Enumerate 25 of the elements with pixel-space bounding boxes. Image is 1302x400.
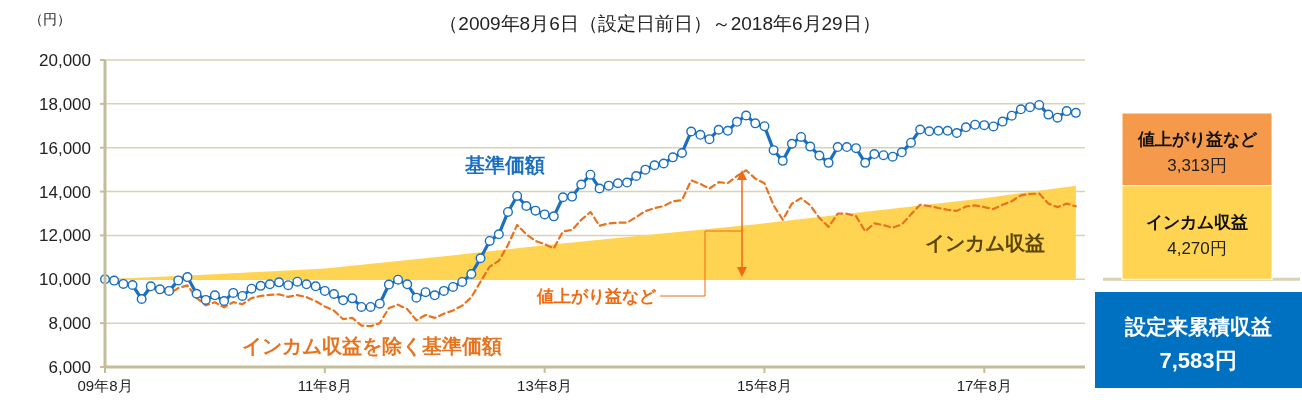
y-tick-label: 12,000 — [39, 226, 91, 246]
x-tick-label: 13年8月 — [517, 377, 573, 394]
total-label: 7,583円 — [1159, 348, 1237, 373]
series-label: インカム収益 — [1146, 213, 1248, 233]
text: 設定来累積収益 — [1123, 315, 1272, 338]
annotation: 値上がり益など — [536, 287, 657, 306]
y-tick-label: 14,000 — [39, 182, 91, 202]
x-tick-label: 15年8月 — [736, 377, 792, 394]
y-tick-label: 10,000 — [39, 270, 91, 290]
series-label: インカム収益を除く基準価額 — [242, 335, 502, 357]
y-axis-title: （円） — [29, 11, 71, 27]
series-label: 値上がり益など — [1136, 130, 1258, 150]
chart-title: （2009年8月6日（設定日前日）～2018年6月29日） — [439, 13, 881, 34]
x-tick-label: 11年8月 — [297, 377, 352, 394]
x-tick-label: 09年8月 — [77, 377, 133, 394]
y-tick-label: 18,000 — [39, 94, 91, 114]
data-label: 3,313円 — [1167, 156, 1227, 176]
y-tick-label: 8,000 — [48, 314, 91, 334]
data-label: 4,270円 — [1167, 239, 1227, 259]
series-label: インカム収益 — [925, 232, 1045, 254]
series-label: 基準価額 — [464, 154, 545, 176]
y-tick-label: 6,000 — [48, 358, 91, 377]
x-tick-label: 17年8月 — [956, 377, 1012, 394]
y-tick-label: 16,000 — [39, 138, 91, 158]
y-tick-label: 20,000 — [39, 51, 91, 70]
